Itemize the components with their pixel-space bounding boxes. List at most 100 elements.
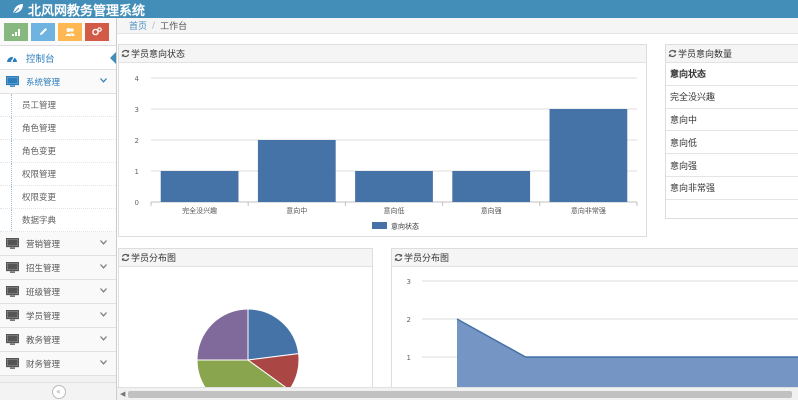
sidebar-item-label: 学员管理 (26, 311, 61, 322)
sidebar-item-label: 班级管理 (26, 287, 61, 298)
panel-header: 学员意向数量 (666, 45, 798, 63)
refresh-icon (668, 49, 677, 58)
pencil-icon (39, 28, 47, 35)
shortcut-pencil-button[interactable] (31, 22, 55, 41)
breadcrumb-separator: / (152, 20, 156, 31)
y-tick-label: 2 (135, 137, 139, 145)
distribution-pie-panel: 学员分布图 (118, 248, 373, 400)
bar[interactable] (257, 140, 336, 202)
bar[interactable] (452, 171, 531, 202)
desktop-icon (6, 286, 20, 297)
bar[interactable] (549, 109, 628, 202)
pie-slice[interactable] (247, 308, 300, 361)
desktop-icon (6, 310, 20, 321)
submenu-item-permission[interactable]: 权限管理 (0, 163, 116, 186)
submenu-item-dictionary[interactable]: 数据字典 (0, 209, 116, 232)
y-tick-label: 1 (407, 354, 411, 362)
desktop-icon (6, 262, 20, 273)
scrollbar-thumb[interactable] (128, 391, 792, 398)
breadcrumb-home-link[interactable]: 首页 (129, 22, 148, 32)
x-tick-label: 意向中 (286, 206, 307, 215)
submenu-item-role[interactable]: 角色管理 (0, 117, 116, 140)
y-tick-label: 1 (135, 168, 139, 176)
signal-icon (11, 28, 20, 36)
submenu-item-permission-change[interactable]: 权限变更 (0, 186, 116, 209)
breadcrumb-current: 工作台 (160, 22, 188, 32)
y-tick-label: 4 (135, 75, 140, 83)
chevron-down-icon (100, 286, 107, 296)
panel-title: 学员分布图 (131, 254, 177, 264)
pie-slice[interactable] (196, 308, 249, 361)
sidebar-groups: 营销管理招生管理班级管理学员管理教务管理财务管理 (0, 232, 116, 376)
chevron-down-icon (100, 334, 107, 344)
desktop-icon (6, 358, 20, 369)
refresh-icon (394, 253, 403, 262)
y-tick-label: 3 (135, 106, 139, 114)
desktop-icon (6, 334, 20, 345)
sidebar-item-group[interactable]: 财务管理 (0, 352, 116, 376)
app-title: 北风网教务管理系统 (28, 3, 146, 19)
double-angle-left-icon: « (51, 384, 66, 399)
shortcut-users-button[interactable] (58, 22, 82, 41)
distribution-pie-chart (196, 308, 300, 400)
main-content: 首页 / 工作台 学员意向状态 0 1 2 3 4 完全没兴趣 意向中 意向低 意向强 意向非常强… (117, 18, 798, 400)
chevron-down-icon (100, 262, 107, 272)
bar[interactable] (160, 171, 239, 202)
submenu-item-employee[interactable]: 员工管理 (0, 94, 116, 117)
refresh-icon (121, 49, 130, 58)
x-tick-label: 意向非常强 (571, 206, 606, 215)
sidebar-item-system[interactable]: 系统管理 (0, 70, 116, 94)
sidebar-item-group[interactable]: 教务管理 (0, 328, 116, 352)
x-tick-label: 意向强 (481, 206, 502, 215)
horizontal-scrollbar[interactable]: ◀ (117, 387, 798, 400)
list-item: 意向非常强 (666, 177, 798, 200)
sidebar-item-label: 招生管理 (26, 263, 61, 274)
panel-title: 学员意向数量 (678, 50, 733, 60)
sidebar-item-label: 控制台 (26, 53, 55, 65)
sidebar: 控制台 系统管理 员工管理 角色管理 角色变更 权限管理 权限变更 数据字典 营… (0, 18, 117, 400)
y-tick-label: 2 (407, 316, 411, 324)
sidebar-item-group[interactable]: 学员管理 (0, 304, 116, 328)
sidebar-item-label: 财务管理 (26, 359, 61, 370)
panel-header: 学员分布图 (392, 249, 798, 267)
sidebar-item-label: 系统管理 (26, 77, 61, 88)
panel-header: 学员分布图 (119, 249, 372, 267)
sidebar-item-dashboard[interactable]: 控制台 (0, 46, 116, 70)
desktop-icon (6, 76, 20, 87)
submenu-item-role-change[interactable]: 角色变更 (0, 140, 116, 163)
sidebar-item-group[interactable]: 营销管理 (0, 232, 116, 256)
navbar: 北风网教务管理系统 (0, 0, 798, 18)
y-tick-label: 3 (407, 278, 411, 286)
legend-swatch[interactable] (372, 222, 387, 229)
chevron-down-icon (100, 238, 107, 248)
list-item: 意向低 (666, 131, 798, 155)
sidebar-item-group[interactable]: 班级管理 (0, 280, 116, 304)
chevron-down-icon (100, 76, 107, 86)
x-tick-label: 意向低 (384, 206, 405, 215)
chevron-down-icon (100, 358, 107, 368)
y-tick-label: 0 (135, 199, 139, 207)
list-item: 意向中 (666, 109, 798, 132)
shortcut-cogs-button[interactable] (85, 22, 109, 41)
sidebar-item-group[interactable]: 招生管理 (0, 256, 116, 280)
shortcut-signal-button[interactable] (4, 22, 28, 41)
panel-title: 学员分布图 (404, 254, 450, 264)
active-indicator (110, 51, 116, 65)
intention-count-panel: 学员意向数量 意向状态 完全没兴趣 意向中 意向低 意向强 意向非常强 (665, 44, 798, 219)
list-item: 完全没兴趣 (666, 86, 798, 109)
desktop-icon (6, 238, 20, 249)
legend-label[interactable]: 意向状态 (391, 222, 419, 231)
panel-header: 学员意向状态 (119, 45, 646, 63)
panel-title: 学员意向状态 (131, 50, 186, 60)
list-item: 意向强 (666, 154, 798, 177)
breadcrumb: 首页 / 工作台 (117, 18, 798, 34)
bar[interactable] (355, 171, 433, 202)
sidebar-item-label: 教务管理 (26, 335, 61, 346)
sidebar-collapse-button[interactable]: « (0, 382, 116, 400)
scroll-left-icon[interactable]: ◀ (120, 390, 126, 398)
cogs-icon (92, 27, 102, 36)
x-tick-label: 完全没兴趣 (182, 206, 217, 215)
app-brand[interactable]: 北风网教务管理系统 (12, 0, 145, 18)
